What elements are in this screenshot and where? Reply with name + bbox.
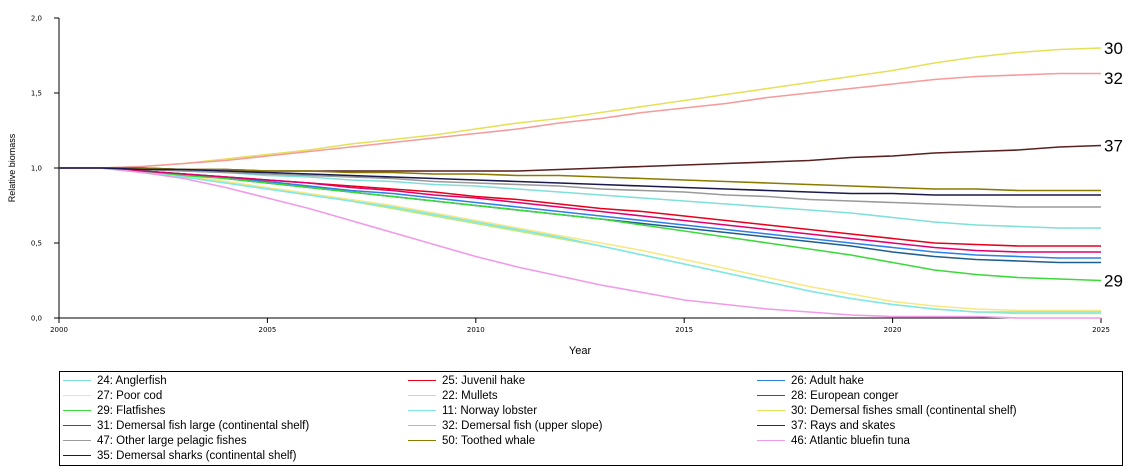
series-line-demersal-fish-large-continental-shelf	[59, 167, 1101, 253]
legend-swatch	[63, 395, 91, 396]
legend-swatch	[757, 440, 785, 441]
legend-swatch	[63, 380, 91, 381]
legend-item: 35: Demersal sharks (continental shelf)	[63, 449, 296, 462]
legend-item: 50: Toothed whale	[408, 434, 535, 447]
series-line-atlantic-bluefin-tuna	[59, 167, 1101, 319]
legend-label: 22: Mullets	[442, 389, 498, 402]
end-label-30: 30	[1104, 39, 1123, 58]
legend-label: 46: Atlantic bluefin tuna	[791, 434, 910, 447]
legend-item: 31: Demersal fish large (continental she…	[63, 419, 309, 432]
x-tick-label: 2010	[467, 326, 485, 334]
legend-label: 24: Anglerfish	[97, 374, 167, 387]
legend-swatch	[408, 440, 436, 441]
y-tick-label: 1,5	[31, 90, 42, 98]
legend-swatch	[757, 410, 785, 411]
end-label-29: 29	[1104, 272, 1123, 291]
end-labels: 30 32 37 29	[1104, 39, 1123, 291]
legend-item: 11: Norway lobster	[408, 404, 537, 417]
series-line-toothed-whale	[59, 167, 1101, 192]
legend-item: 32: Demersal fish (upper slope)	[408, 419, 602, 432]
y-tick-label: 0,0	[31, 315, 42, 323]
legend-label: 11: Norway lobster	[442, 404, 538, 417]
end-label-32: 32	[1104, 69, 1123, 88]
series-line-flatfishes	[59, 167, 1102, 282]
x-tick-label: 2020	[884, 326, 902, 334]
legend-item: 22: Mullets	[408, 389, 498, 402]
legend-label: 31: Demersal fish large (continental she…	[97, 419, 310, 432]
x-tick-label: 2005	[258, 326, 276, 334]
x-tick-label: 2015	[675, 326, 693, 334]
legend-item: 27: Poor cod	[63, 389, 162, 402]
x-tick-label: 2000	[50, 326, 68, 334]
legend-swatch	[757, 425, 785, 426]
legend-item: 26: Adult hake	[757, 374, 864, 387]
legend-item: 25: Juvenil hake	[408, 374, 525, 387]
legend-item: 46: Atlantic bluefin tuna	[757, 434, 910, 447]
legend-item: 47: Other large pelagic fishes	[63, 434, 247, 447]
chart-legend: 24: Anglerfish 25: Juvenil hake 26: Adult …	[59, 371, 1123, 466]
legend-label: 50: Toothed whale	[442, 434, 536, 447]
series-line-demersal-fish-upper-slope	[59, 72, 1101, 169]
y-tick-label: 2,0	[31, 15, 42, 23]
legend-label: 27: Poor cod	[97, 389, 163, 402]
legend-label: 30: Demersal fishes small (continental s…	[791, 404, 1017, 417]
x-tick-label: 2025	[1092, 326, 1110, 334]
legend-label: 37: Rays and skates	[791, 419, 896, 432]
legend-label: 35: Demersal sharks (continental shelf)	[97, 449, 297, 462]
legend-item: 30: Demersal fishes small (continental s…	[757, 404, 1017, 417]
y-axis-title: Relative biomass	[7, 133, 17, 202]
legend-swatch	[63, 410, 91, 411]
y-tick-label: 1,0	[31, 165, 42, 173]
legend-label: 26: Adult hake	[791, 374, 864, 387]
x-axis-title: Year	[569, 345, 592, 357]
series-line-demersal-sharks-continental-shelf	[59, 167, 1101, 196]
legend-label: 28: European conger	[791, 389, 899, 402]
end-label-37: 37	[1104, 137, 1123, 156]
series-line-norway-lobster	[59, 167, 1101, 313]
legend-label: 47: Other large pelagic fishes	[97, 434, 247, 447]
legend-swatch	[63, 440, 91, 441]
legend-swatch	[408, 380, 436, 381]
legend-swatch	[408, 425, 436, 426]
legend-swatch	[757, 380, 785, 381]
legend-label: 25: Juvenil hake	[442, 374, 526, 387]
series-line-other-large-pelagic-fishes	[59, 167, 1101, 208]
series-line-poor-cod	[59, 167, 1101, 312]
legend-item: 28: European conger	[757, 389, 898, 402]
legend-label: 32: Demersal fish (upper slope)	[442, 419, 603, 432]
legend-swatch	[408, 410, 436, 411]
legend-swatch	[63, 425, 91, 426]
chart-axes: 0,0 0,5 1,0 1,5 2,0 2000 2005 2010 2015 2020 2025	[31, 15, 1110, 335]
legend-swatch	[408, 395, 436, 396]
y-tick-label: 0,5	[31, 240, 42, 248]
series-lines	[59, 47, 1102, 319]
legend-item: 37: Rays and skates	[757, 419, 895, 432]
legend-item: 24: Anglerfish	[63, 374, 167, 387]
legend-swatch	[757, 395, 785, 396]
series-line-rays-and-skates	[59, 144, 1102, 172]
legend-swatch	[63, 455, 91, 456]
legend-label: 29: Flatfishes	[97, 404, 166, 417]
legend-item: 29: Flatfishes	[63, 404, 165, 417]
series-line-demersal-fishes-small-continental-shelf	[59, 47, 1102, 169]
